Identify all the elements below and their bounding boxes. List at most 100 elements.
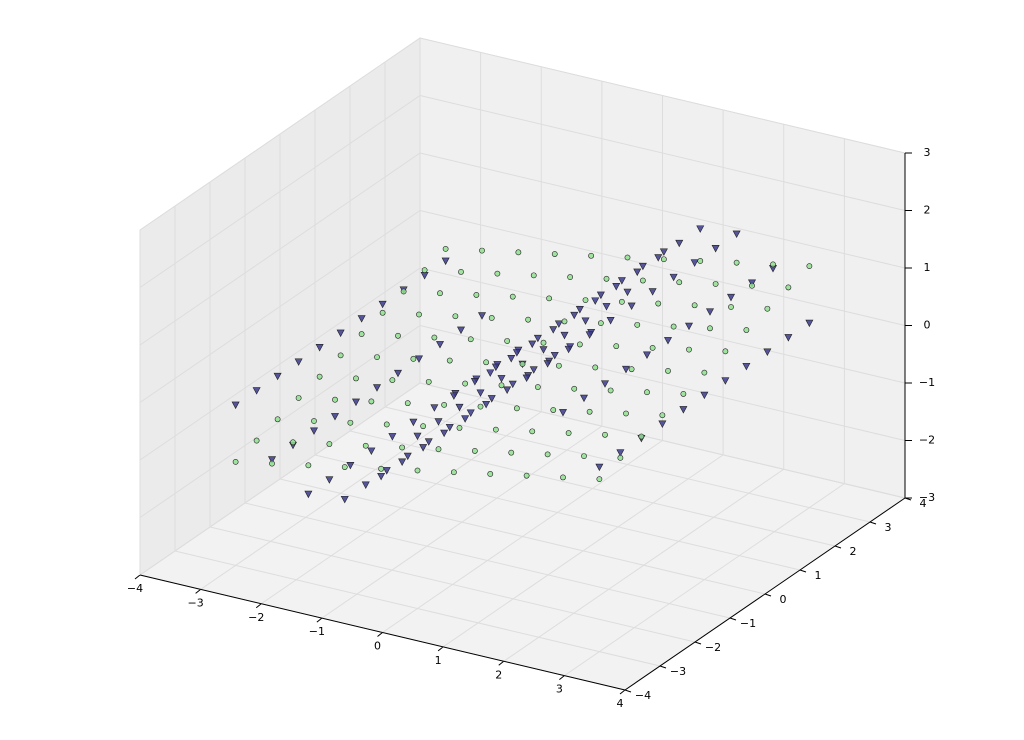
point <box>347 419 354 426</box>
point <box>509 293 516 300</box>
point <box>607 387 614 394</box>
point <box>455 403 464 412</box>
point <box>588 252 595 259</box>
point <box>567 274 574 280</box>
grid-line <box>139 152 421 346</box>
tick-mark <box>134 574 141 580</box>
point <box>295 395 302 401</box>
point <box>513 405 520 412</box>
point <box>648 288 657 296</box>
point <box>690 259 699 267</box>
point <box>586 408 593 415</box>
point <box>592 364 599 371</box>
x-tick-label: 3 <box>556 683 563 696</box>
point <box>549 326 558 334</box>
grid-line <box>419 267 906 384</box>
point <box>602 431 608 438</box>
point <box>544 451 551 458</box>
point <box>442 245 449 252</box>
point <box>533 334 542 343</box>
point <box>571 385 578 392</box>
point <box>450 469 457 476</box>
y-tick-label: 0 <box>780 593 787 606</box>
point <box>712 281 719 287</box>
point <box>393 369 403 378</box>
point <box>431 334 438 341</box>
point <box>555 362 562 369</box>
grid-line <box>419 382 906 499</box>
point <box>353 375 359 382</box>
point <box>309 427 319 435</box>
point <box>539 346 548 354</box>
point <box>642 351 652 359</box>
point <box>404 400 411 407</box>
point <box>806 263 813 270</box>
point <box>675 239 684 248</box>
point <box>458 268 464 275</box>
point <box>618 298 625 305</box>
point <box>383 421 390 428</box>
point <box>456 424 463 431</box>
point <box>617 277 626 285</box>
point <box>733 259 740 266</box>
point <box>576 341 583 348</box>
point <box>316 373 323 380</box>
point <box>679 406 688 414</box>
point <box>701 369 708 376</box>
point <box>403 452 412 461</box>
z-tick-label: 0 <box>924 319 931 332</box>
tick-mark <box>764 593 772 597</box>
point <box>529 428 536 435</box>
point <box>479 247 485 254</box>
point <box>445 423 454 432</box>
point <box>449 392 458 400</box>
point <box>582 297 589 303</box>
point <box>722 348 729 355</box>
point <box>304 490 313 499</box>
z-tick-label: −2 <box>919 434 935 447</box>
tick-mark <box>316 617 323 623</box>
point <box>529 366 538 374</box>
grid-line <box>139 267 421 461</box>
point <box>482 400 491 409</box>
point <box>508 380 517 389</box>
point <box>512 349 521 357</box>
point <box>483 359 490 366</box>
point <box>378 300 387 309</box>
point <box>561 318 568 325</box>
x-axis <box>139 574 626 691</box>
point <box>357 315 366 323</box>
point <box>351 398 361 407</box>
point <box>616 449 625 457</box>
point <box>470 378 479 386</box>
point <box>498 382 505 389</box>
point <box>785 284 792 291</box>
point <box>627 302 636 311</box>
point <box>606 317 615 325</box>
grid-line <box>139 210 421 403</box>
point <box>660 256 667 263</box>
point <box>784 334 793 342</box>
point <box>623 288 632 297</box>
tick-mark <box>498 660 505 666</box>
point <box>311 418 317 424</box>
point <box>461 415 470 423</box>
point <box>655 300 662 307</box>
tick-mark <box>869 521 877 525</box>
point <box>633 268 642 277</box>
point <box>560 331 569 340</box>
z-tick-label: 3 <box>924 146 931 159</box>
point <box>519 361 526 367</box>
grid-line <box>279 478 766 595</box>
point <box>367 447 376 456</box>
point <box>414 355 424 363</box>
point <box>425 378 432 385</box>
point <box>389 377 396 384</box>
point <box>763 348 772 356</box>
point <box>409 418 418 427</box>
point <box>294 358 303 366</box>
point <box>597 320 604 327</box>
point <box>341 464 348 470</box>
y-axis <box>624 497 906 691</box>
